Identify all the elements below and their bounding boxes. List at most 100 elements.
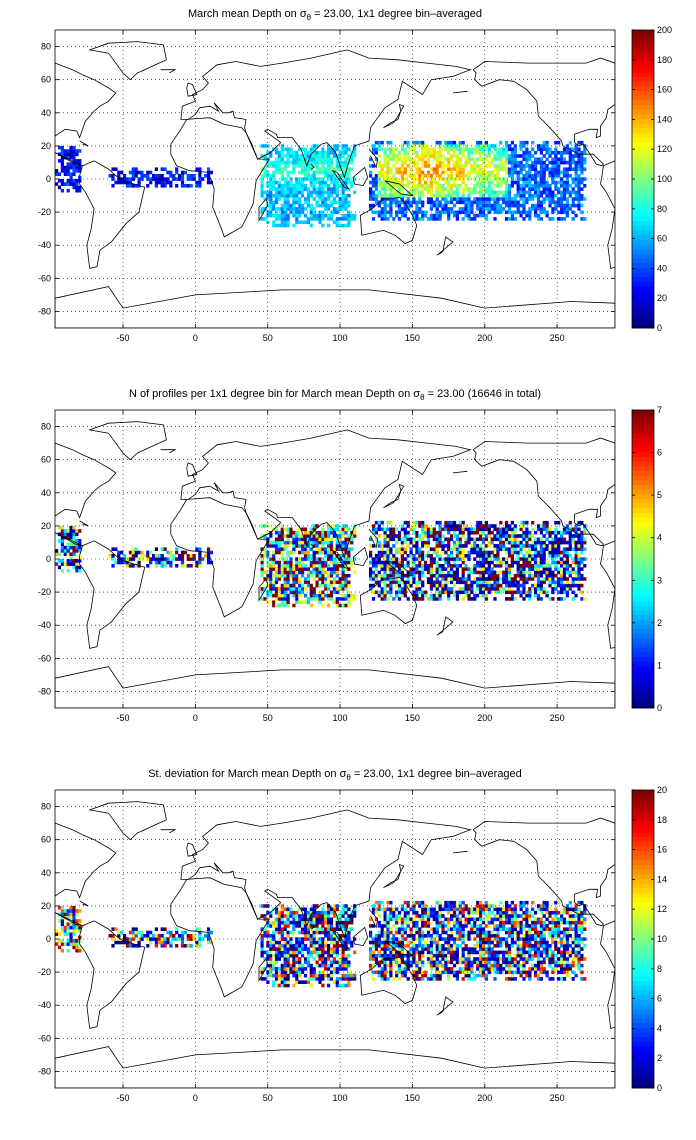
data-cell — [557, 164, 561, 168]
data-cell — [519, 544, 523, 548]
data-cell — [481, 577, 486, 581]
data-cell — [327, 534, 331, 538]
data-cell — [479, 207, 483, 211]
data-cell — [458, 210, 462, 215]
data-cell — [403, 160, 407, 165]
data-cell — [432, 583, 436, 588]
data-cell — [392, 147, 396, 152]
data-cell — [120, 560, 124, 565]
colorbar-tick-label: 3 — [657, 575, 662, 585]
data-cell — [295, 557, 299, 561]
data-cell — [166, 940, 170, 945]
data-cell — [60, 149, 64, 153]
data-cell — [583, 577, 587, 581]
data-cell — [421, 593, 425, 598]
data-cell — [389, 167, 393, 171]
data-cell — [565, 583, 569, 588]
data-cell — [438, 590, 442, 595]
data-cell — [435, 187, 439, 191]
data-cell — [315, 540, 319, 545]
data-cell — [369, 567, 373, 571]
data-cell — [519, 160, 523, 165]
data-cell — [327, 147, 331, 152]
data-cell — [395, 583, 399, 588]
data-cell — [467, 550, 471, 555]
data-cell — [269, 557, 273, 561]
data-cell — [289, 150, 293, 155]
data-cell — [263, 217, 267, 221]
data-cell — [289, 527, 293, 532]
data-cell — [421, 544, 425, 548]
data-cell — [377, 554, 381, 558]
data-cell — [505, 200, 509, 205]
data-cell — [283, 957, 287, 961]
data-cell — [531, 583, 535, 588]
data-cell — [63, 549, 67, 553]
data-cell — [424, 164, 428, 168]
data-cell — [377, 147, 381, 152]
data-cell — [447, 190, 451, 195]
data-cell — [66, 915, 70, 920]
data-cell — [487, 197, 491, 201]
data-cell — [292, 167, 296, 171]
data-cell — [484, 577, 488, 581]
data-cell — [522, 157, 526, 162]
data-cell — [303, 907, 308, 912]
data-cell — [479, 583, 483, 588]
data-cell — [432, 557, 436, 561]
data-cell — [438, 573, 442, 578]
data-cell — [551, 160, 555, 165]
data-cell — [277, 547, 281, 551]
data-cell — [327, 977, 331, 981]
data-cell — [397, 587, 402, 591]
data-cell — [534, 167, 538, 171]
data-cell — [301, 184, 305, 188]
data-cell — [327, 213, 331, 218]
data-cell — [392, 527, 396, 532]
colorbar-swatch — [632, 586, 654, 592]
data-cell — [458, 150, 462, 155]
data-cell — [424, 554, 428, 558]
data-cell — [69, 935, 73, 940]
data-cell — [426, 554, 431, 558]
data-cell — [371, 583, 376, 588]
data-cell — [140, 170, 144, 175]
data-cell — [318, 947, 322, 951]
data-cell — [321, 593, 325, 598]
colorbar-swatch — [632, 132, 654, 138]
data-cell — [298, 544, 302, 548]
colorbar-tick-label: 160 — [657, 85, 672, 95]
data-cell — [344, 147, 348, 152]
data-cell — [432, 527, 436, 532]
data-cell — [424, 213, 428, 218]
data-cell — [131, 934, 135, 938]
data-cell — [324, 200, 328, 205]
data-cell — [531, 147, 535, 152]
data-cell — [542, 527, 546, 532]
data-cell — [473, 530, 477, 535]
data-cell — [467, 170, 471, 175]
data-cell — [560, 210, 564, 215]
data-cell — [426, 534, 431, 538]
data-cell — [441, 567, 445, 571]
data-cell — [383, 597, 387, 601]
data-cell — [450, 190, 454, 195]
data-cell — [525, 154, 529, 158]
data-cell — [329, 167, 334, 171]
data-cell — [75, 159, 79, 163]
data-cell — [78, 929, 82, 933]
data-cell — [487, 573, 491, 578]
data-cell — [476, 527, 480, 532]
data-cell — [403, 580, 407, 585]
colorbar-swatch — [632, 540, 654, 546]
data-cell — [415, 593, 419, 598]
data-cell — [269, 174, 273, 178]
data-cell — [324, 157, 328, 162]
data-cell — [415, 150, 419, 155]
data-cell — [510, 577, 514, 581]
data-cell — [473, 567, 477, 571]
data-cell — [510, 593, 514, 598]
data-cell — [315, 217, 319, 221]
data-cell — [452, 573, 457, 578]
data-cell — [461, 530, 465, 535]
